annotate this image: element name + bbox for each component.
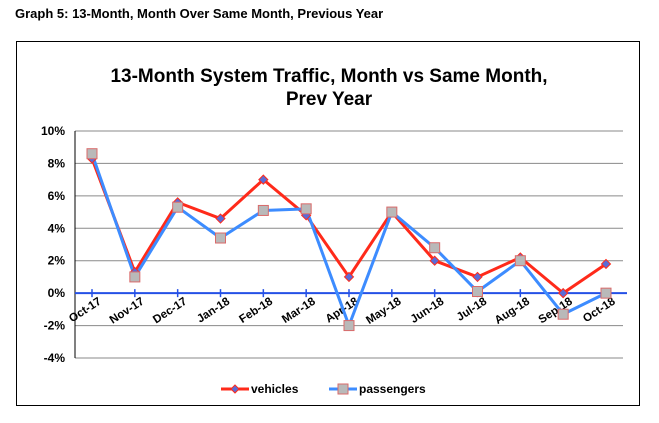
y-tick-label: -2%	[44, 319, 66, 333]
data-point-vehicles	[343, 271, 355, 283]
legend-label-vehicles: vehicles	[251, 382, 299, 396]
x-tick-label: Nov-17	[108, 296, 147, 327]
data-point-passengers	[600, 287, 612, 299]
y-tick-label: 8%	[48, 156, 66, 170]
chart-title-line-1: 13-Month System Traffic, Month vs Same M…	[110, 66, 547, 87]
x-tick-label: Oct-17	[67, 296, 104, 326]
data-point-passengers	[386, 206, 398, 218]
data-point-passengers	[472, 286, 483, 298]
x-tick-label: Aug-18	[493, 295, 533, 327]
legend-marker-square-icon	[337, 383, 349, 395]
data-point-passengers	[514, 255, 526, 267]
data-point-vehicles	[600, 258, 612, 270]
x-tick-label: Jan-18	[195, 295, 233, 325]
legend-marker-diamond-icon	[230, 384, 240, 394]
data-point-passengers	[557, 308, 569, 320]
data-point-vehicles	[429, 255, 440, 266]
data-point-passengers	[172, 201, 184, 213]
x-tick-label: Jul-18	[455, 295, 490, 323]
data-point-vehicles	[215, 213, 226, 224]
y-tick-label: 0%	[48, 286, 66, 300]
chart-frame: 13-Month System Traffic, Month vs Same M…	[16, 41, 640, 406]
data-point-passengers	[215, 232, 226, 244]
data-point-vehicles	[258, 174, 269, 185]
data-point-passengers	[129, 271, 141, 283]
y-tick-label: 2%	[48, 254, 66, 268]
y-tick-label: 6%	[48, 189, 66, 203]
y-tick-label: -4%	[44, 351, 66, 365]
x-tick-label: May-18	[364, 295, 404, 327]
x-tick-label: Dec-17	[151, 296, 189, 327]
x-tick-label: Feb-18	[237, 295, 275, 326]
data-point-passengers	[257, 204, 269, 216]
y-tick-label: 10%	[41, 124, 65, 138]
data-point-passengers	[429, 242, 441, 254]
x-tick-label: Mar-18	[280, 295, 318, 326]
data-point-passengers	[300, 203, 312, 215]
data-point-passengers	[343, 320, 355, 332]
graph-caption: Graph 5: 13-Month, Month Over Same Month…	[15, 6, 384, 21]
x-tick-label: Jun-18	[409, 295, 447, 326]
data-point-vehicles	[472, 271, 483, 283]
x-tick-label: Oct-18	[581, 295, 618, 325]
data-point-vehicles	[557, 287, 569, 299]
chart-title-line-2: Prev Year	[286, 89, 373, 110]
data-point-passengers	[86, 148, 98, 160]
legend-label-passengers: passengers	[359, 382, 426, 396]
y-tick-label: 4%	[48, 221, 66, 235]
line-chart: 13-Month System Traffic, Month vs Same M…	[41, 66, 627, 396]
